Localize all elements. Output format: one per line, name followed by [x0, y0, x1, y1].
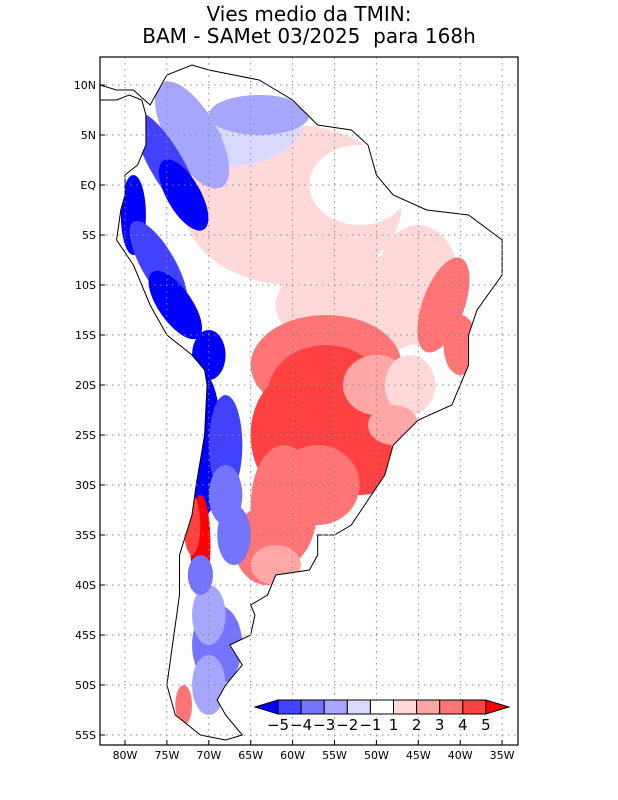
- lat-tick-label: 25S: [75, 429, 96, 442]
- colorbar-swatch: [393, 699, 418, 715]
- bias-region: [368, 405, 419, 445]
- lat-tick-label: 10S: [75, 279, 96, 292]
- lat-tick-label: EQ: [80, 179, 96, 192]
- bias-region: [187, 555, 213, 595]
- lon-tick-label: 45W: [406, 749, 431, 762]
- lat-tick-label: 15S: [75, 329, 96, 342]
- lat-tick-label: 10N: [74, 79, 96, 92]
- colorbar-label: 1: [389, 716, 399, 734]
- colorbar-label: 4: [458, 716, 468, 734]
- colorbar-swatch: [439, 699, 464, 715]
- bias-field: [99, 65, 503, 740]
- bias-region: [208, 95, 310, 135]
- bias-region: [217, 505, 251, 565]
- colorbar: −5 −4 −3 −2 −1 1 2 3 4 5: [253, 699, 511, 734]
- colorbar-label: −4: [290, 716, 312, 734]
- lon-tick-label: 60W: [280, 749, 305, 762]
- title-line-1: Vies medio da TMIN:: [206, 2, 412, 26]
- bias-region: [417, 257, 470, 353]
- lat-tick-label: 5N: [81, 129, 96, 142]
- colorbar-label: −2: [336, 716, 358, 734]
- bias-region: [384, 355, 436, 415]
- colorbar-label: 5: [481, 716, 491, 734]
- lon-tick-label: 75W: [154, 749, 179, 762]
- colorbar-label: −3: [313, 716, 335, 734]
- map-frame: [99, 56, 519, 746]
- bias-region: [154, 81, 230, 189]
- colorbar-label: −5: [267, 716, 289, 734]
- colorbar-swatch: [346, 699, 371, 715]
- colorbar-swatch: [369, 699, 394, 715]
- lon-tick-label: 80W: [113, 749, 138, 762]
- colorbar-swatch: [300, 699, 325, 715]
- lat-tick-label: 40S: [75, 579, 96, 592]
- bias-region: [250, 545, 301, 585]
- lon-tick-label: 65W: [238, 749, 263, 762]
- bias-region: [175, 685, 193, 725]
- bias-region: [158, 159, 209, 231]
- lon-tick-label: 40W: [448, 749, 473, 762]
- lat-tick-label: 45S: [75, 629, 96, 642]
- colorbar-swatch: [462, 699, 487, 715]
- lon-tick-label: 70W: [196, 749, 221, 762]
- bias-region: [183, 495, 201, 555]
- colorbar-swatch: [277, 699, 302, 715]
- colorbar-label: −1: [359, 716, 381, 734]
- lon-tick-label: 50W: [364, 749, 389, 762]
- title-line-2: BAM - SAMet 03/2025 para 168h: [142, 24, 476, 48]
- colorbar-high-arrow: [485, 699, 511, 715]
- lon-tick-label: 35W: [490, 749, 515, 762]
- lat-tick-label: 55S: [75, 729, 96, 742]
- lat-tick-label: 50S: [75, 679, 96, 692]
- colorbar-swatch: [416, 699, 441, 715]
- lat-tick-label: 35S: [75, 529, 96, 542]
- lon-tick-label: 55W: [322, 749, 347, 762]
- bias-region: [148, 270, 203, 340]
- coastline: [99, 64, 503, 741]
- colorbar-label: 3: [435, 716, 445, 734]
- colorbar-swatch: [323, 699, 348, 715]
- colorbar-low-arrow: [253, 699, 279, 715]
- gridlines: [100, 57, 518, 745]
- bias-region: [192, 330, 226, 380]
- lat-tick-label: 30S: [75, 479, 96, 492]
- colorbar-label: 2: [412, 716, 422, 734]
- lat-tick-label: 5S: [82, 229, 96, 242]
- lat-tick-label: 20S: [75, 379, 96, 392]
